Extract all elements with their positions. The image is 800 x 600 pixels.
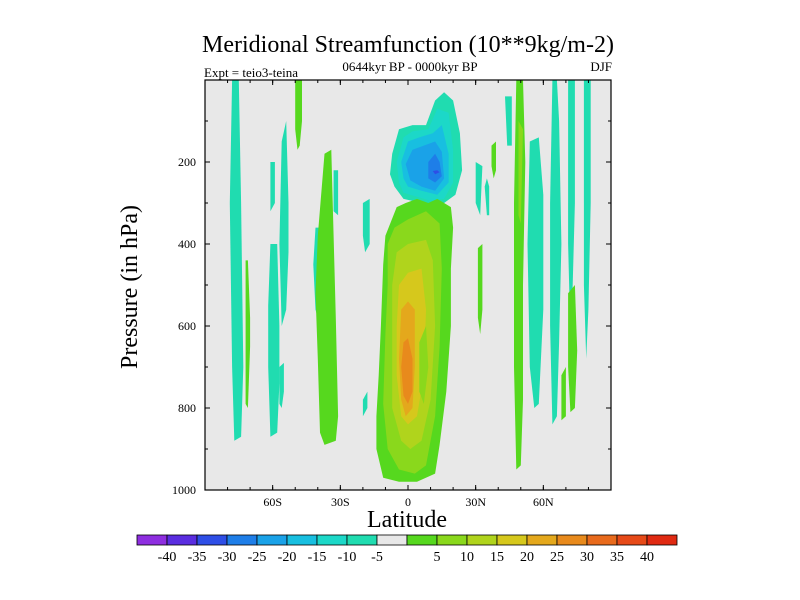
colorbar-label: 25 — [550, 550, 564, 565]
colorbar-swatch-16 — [616, 534, 648, 546]
colorbar-swatch-0 — [136, 534, 168, 546]
colorbar-swatch-13 — [526, 534, 558, 546]
colorbar-label: -25 — [248, 550, 267, 565]
colorbar-label: -20 — [278, 550, 297, 565]
colorbar-swatch-15 — [586, 534, 618, 546]
y-tick-label: 1000 — [172, 483, 196, 497]
colorbar-swatch-14 — [556, 534, 588, 546]
x-axis-label: Latitude — [367, 507, 447, 533]
contour-region-22 — [245, 260, 251, 408]
x-tick-label: 30N — [465, 495, 486, 509]
experiment-label: Expt = teio3-teina — [204, 65, 298, 80]
colorbar-swatch-2 — [196, 534, 228, 546]
contour-region-20 — [568, 80, 575, 335]
y-tick-label: 600 — [178, 319, 196, 333]
colorbar-swatch-17 — [646, 534, 678, 546]
contour-region-17 — [505, 96, 512, 146]
colorbar-label: -35 — [188, 550, 207, 565]
contour-region-15 — [475, 162, 483, 216]
colorbar-label: 20 — [520, 550, 534, 565]
colorbar-label: -30 — [218, 550, 237, 565]
colorbar-label: 40 — [640, 550, 654, 565]
colorbar-label: 35 — [610, 550, 624, 565]
contour-region-16 — [484, 178, 490, 216]
colorbar-label: 15 — [490, 550, 504, 565]
y-tick-label: 800 — [178, 401, 196, 415]
colorbar: -40 -35 -30 -25 -20 -15 -10 -5 5 10 15 20 25 30 35 40 — [136, 534, 678, 565]
season-label: DJF — [590, 59, 612, 74]
colorbar-label: -5 — [371, 550, 383, 565]
colorbar-swatch-11 — [466, 534, 498, 546]
colorbar-swatch-9 — [406, 534, 438, 546]
contour-region-33 — [491, 141, 496, 179]
colorbar-swatch-5 — [286, 534, 318, 546]
contour-layer — [229, 80, 591, 482]
contour-region-35 — [518, 121, 523, 224]
colorbar-swatch-1 — [166, 534, 198, 546]
x-tick-label: 30S — [331, 495, 350, 509]
contour-region-0 — [229, 80, 244, 441]
colorbar-swatch-3 — [226, 534, 258, 546]
colorbar-swatch-12 — [496, 534, 528, 546]
contour-region-34 — [514, 80, 526, 470]
colorbar-label: 10 — [460, 550, 474, 565]
colorbar-swatch-6 — [316, 534, 348, 546]
contour-region-19 — [550, 80, 562, 425]
contour-region-8 — [362, 391, 368, 417]
chart-subtitle: 0644kyr BP - 0000kyr BP — [342, 59, 477, 74]
chart-title: Meridional Streamfunction (10**9kg/m-2) — [202, 32, 614, 58]
y-tick-label: 400 — [178, 237, 196, 251]
x-tick-label: 0 — [405, 495, 411, 509]
colorbar-swatch-7 — [346, 534, 378, 546]
contour-region-21 — [583, 80, 591, 359]
contour-region-31 — [419, 326, 429, 404]
colorbar-label: -15 — [308, 550, 327, 565]
contour-region-4 — [270, 162, 275, 212]
x-tick-label: 60S — [263, 495, 282, 509]
x-axis: 60S 30S 0 30N 60N — [227, 80, 589, 509]
contour-region-3 — [279, 362, 284, 408]
colorbar-label: -10 — [338, 550, 357, 565]
colorbar-label: 30 — [580, 550, 594, 565]
contour-region-1 — [268, 244, 280, 437]
contour-region-6 — [333, 170, 339, 216]
contour-region-7 — [362, 198, 370, 253]
colorbar-label: -40 — [158, 550, 177, 565]
contour-region-24 — [315, 149, 339, 445]
contour-region-37 — [568, 285, 578, 413]
colorbar-swatch-4 — [256, 534, 288, 546]
x-tick-label: 60N — [533, 495, 554, 509]
colorbar-swatch-8 — [376, 534, 408, 546]
contour-region-14 — [432, 170, 440, 175]
contour-region-32 — [477, 244, 483, 335]
contour-region-36 — [561, 367, 566, 421]
contour-region-2 — [279, 121, 289, 326]
y-axis-label: Pressure (in hPa) — [117, 205, 143, 369]
colorbar-label: 5 — [434, 550, 441, 565]
contour-region-13 — [428, 153, 442, 183]
y-tick-label: 200 — [178, 155, 196, 169]
contour-region-18 — [527, 137, 544, 408]
contour-region-23 — [295, 80, 302, 150]
contour-region-30 — [401, 338, 413, 404]
colorbar-swatch-10 — [436, 534, 468, 546]
y-axis: 200 400 600 800 1000 — [172, 120, 611, 497]
